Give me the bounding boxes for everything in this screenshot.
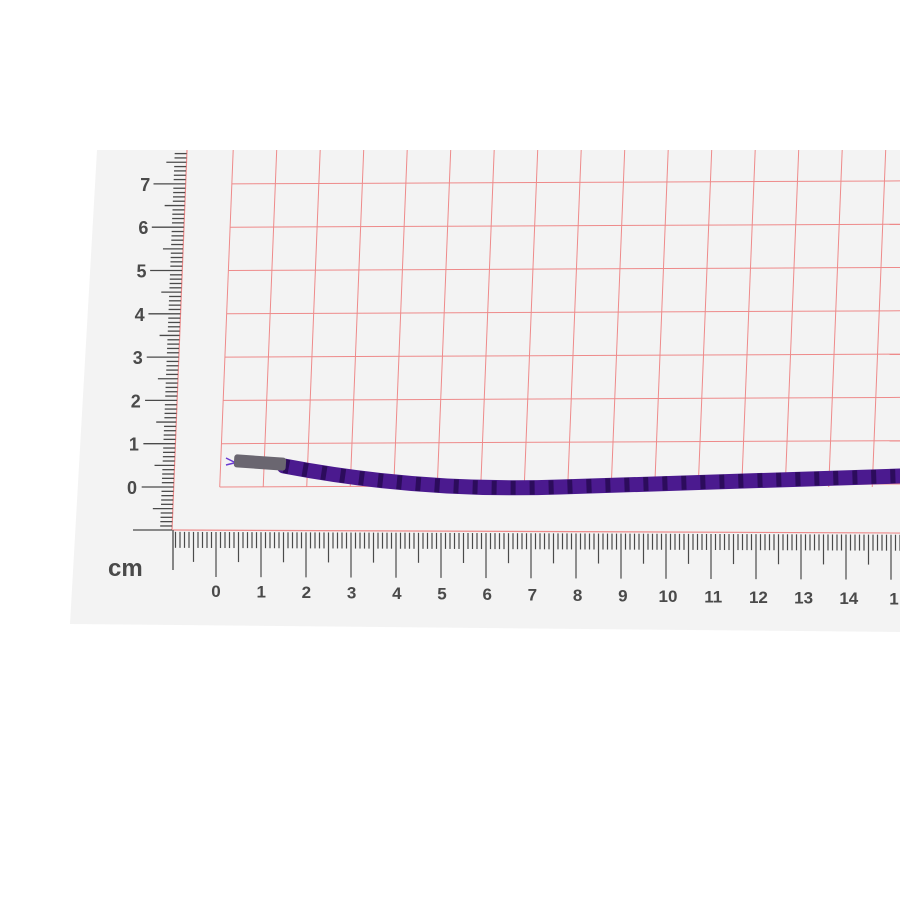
cord-body — [276, 458, 900, 496]
grid-line-vertical — [871, 149, 887, 488]
x-axis-label: 8 — [573, 586, 582, 605]
vertical-ruler — [133, 152, 187, 531]
grid-line-vertical — [436, 149, 452, 488]
grid-line-vertical — [219, 149, 234, 488]
x-axis-label: 12 — [749, 588, 768, 607]
x-axis-label: 2 — [302, 583, 311, 602]
x-axis-labels: 0 1 2 3 4 5 6 7 8 9 10 11 12 13 14 1 — [211, 582, 898, 609]
grid-line-horizontal — [231, 180, 900, 185]
grid-line-horizontal — [230, 223, 900, 228]
grid-line-horizontal — [224, 353, 900, 358]
grid-line-horizontal — [228, 267, 900, 271]
grid-line-horizontal — [226, 310, 900, 315]
x-axis-label: 3 — [347, 584, 356, 603]
x-axis-label: 0 — [211, 582, 220, 601]
y-axis-label: 1 — [129, 435, 139, 455]
grid-line-vertical — [523, 149, 539, 488]
y-axis-label: 3 — [133, 348, 143, 368]
y-axis-label: 6 — [138, 218, 148, 238]
grid-line-vertical — [828, 149, 843, 488]
unit-label: cm — [108, 555, 143, 582]
grid-line-vertical — [567, 149, 582, 488]
grid-line-vertical — [306, 149, 321, 488]
grid-line-horizontal — [221, 440, 900, 445]
ruler-border-vertical — [171, 149, 188, 531]
horizontal-ruler — [172, 530, 900, 580]
y-axis-label: 2 — [131, 391, 141, 411]
grid-line-vertical — [349, 149, 365, 488]
x-axis-label: 10 — [659, 587, 678, 606]
grid-line-vertical — [654, 149, 669, 488]
grid-line-vertical — [741, 149, 756, 488]
grid-line-vertical — [784, 149, 800, 488]
x-axis-label: 1 — [889, 590, 898, 609]
purple-cord — [225, 454, 900, 496]
grid — [171, 149, 900, 534]
x-axis-label: 1 — [256, 583, 265, 602]
x-axis-label: 7 — [528, 586, 537, 605]
grid-line-vertical — [262, 149, 278, 488]
metal-tip — [233, 454, 287, 471]
x-axis-label: 6 — [482, 585, 491, 604]
y-axis-label: 4 — [135, 305, 145, 325]
grid-line-horizontal — [223, 396, 900, 401]
frayed-end — [225, 457, 235, 466]
grid-line-vertical — [480, 149, 495, 488]
x-axis-label: 11 — [704, 588, 722, 607]
x-axis-label: 13 — [794, 589, 813, 608]
y-axis-labels: 0 1 2 3 4 5 6 7 — [127, 175, 150, 498]
y-axis-label: 5 — [136, 262, 146, 282]
grid-line-vertical — [610, 149, 626, 488]
ruler-border-horizontal — [171, 529, 900, 534]
y-axis-label: 7 — [140, 175, 150, 195]
x-axis-label: 4 — [392, 584, 402, 603]
grid-line-vertical — [393, 149, 408, 488]
x-axis-label: 14 — [839, 589, 858, 608]
y-axis-label: 0 — [127, 478, 137, 498]
x-axis-label: 5 — [437, 585, 446, 604]
grid-line-vertical — [697, 149, 713, 488]
x-axis-label: 9 — [618, 587, 627, 606]
